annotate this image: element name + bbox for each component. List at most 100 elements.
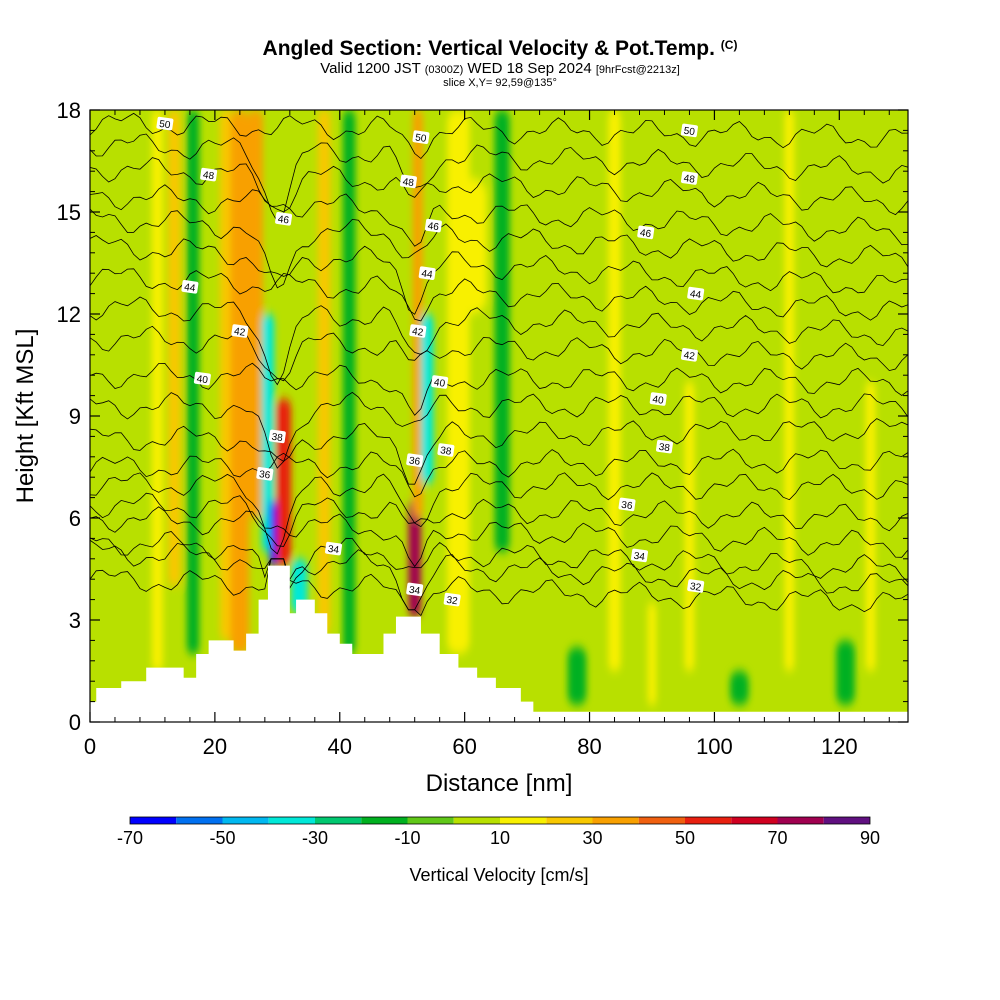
velocity-band bbox=[420, 314, 434, 484]
colorbar-swatch bbox=[685, 817, 732, 824]
contour-label-bg bbox=[437, 443, 455, 457]
velocity-band bbox=[412, 110, 423, 518]
x-tick-label: 20 bbox=[203, 734, 227, 759]
colorbar-tick-label: -70 bbox=[117, 828, 143, 848]
terrain-profile bbox=[90, 565, 908, 722]
contour-label: 48 bbox=[202, 170, 215, 183]
valid-zulu: (0300Z) bbox=[424, 64, 464, 76]
valid-date: WED 18 Sep 2024 bbox=[467, 60, 592, 77]
colorbar: -70 -50 -30 -10 10 30 50 70 90 bbox=[117, 816, 880, 848]
colorbar-tick-label: 10 bbox=[490, 828, 510, 848]
velocity-band bbox=[784, 110, 795, 671]
valid-prefix: Valid 1200 JST bbox=[320, 60, 421, 77]
colorbar-tick-label: -50 bbox=[209, 828, 235, 848]
title-unit: (C) bbox=[720, 38, 738, 52]
colorbar-tick-label: -10 bbox=[394, 828, 420, 848]
colorbar-swatch bbox=[500, 817, 547, 824]
colorbar-swatch bbox=[130, 817, 177, 824]
colorbar-swatch bbox=[592, 817, 639, 824]
contour-label: 50 bbox=[158, 119, 171, 132]
contour-label-bg bbox=[431, 375, 449, 389]
forecast-info: [9hrFcst@2213z] bbox=[595, 64, 680, 76]
velocity-band bbox=[836, 640, 855, 705]
y-tick-label: 3 bbox=[69, 608, 81, 633]
y-tick-label: 12 bbox=[57, 302, 81, 327]
velocity-band bbox=[455, 178, 487, 314]
y-axis-label: Height [Kft MSL] bbox=[12, 329, 39, 504]
y-tick-label: 6 bbox=[69, 506, 81, 531]
contour-label: 46 bbox=[639, 228, 652, 241]
contour-line bbox=[90, 418, 908, 485]
y-tick-label: 0 bbox=[69, 710, 81, 735]
x-tick-label: 120 bbox=[821, 734, 858, 759]
velocity-band bbox=[730, 671, 749, 705]
velocity-band bbox=[151, 110, 164, 671]
velocity-band bbox=[168, 110, 181, 586]
contour-label: 32 bbox=[446, 595, 459, 608]
velocity-band bbox=[261, 314, 275, 552]
contour-label: 46 bbox=[277, 214, 290, 227]
colorbar-swatch bbox=[823, 817, 870, 824]
contour-label: 36 bbox=[258, 469, 271, 482]
velocity-band bbox=[608, 110, 621, 671]
contour-line bbox=[90, 208, 908, 289]
contour-line bbox=[90, 184, 908, 247]
contour-label-bg bbox=[680, 171, 698, 185]
contour-label: 44 bbox=[421, 268, 434, 281]
contour-label-bg bbox=[687, 286, 705, 301]
colorbar-swatch bbox=[731, 817, 778, 824]
colorbar-swatch bbox=[315, 817, 362, 824]
y-tick-label: 18 bbox=[57, 98, 81, 123]
y-tick-label: 9 bbox=[69, 404, 81, 429]
contour-label-bg bbox=[618, 497, 636, 512]
contour-label-bg bbox=[275, 212, 293, 226]
potential-temperature-contours bbox=[90, 112, 908, 617]
contour-label: 42 bbox=[683, 350, 696, 363]
slice-info: slice X,Y= 92,59@135° bbox=[443, 77, 557, 89]
contour-label-bg bbox=[193, 371, 211, 386]
contour-line bbox=[90, 448, 908, 498]
contour-label: 44 bbox=[183, 282, 196, 295]
contour-line bbox=[90, 558, 908, 617]
contour-label-bg bbox=[156, 116, 174, 131]
velocity-band bbox=[647, 603, 657, 705]
velocity-band bbox=[276, 399, 292, 566]
contour-label-bg bbox=[630, 548, 648, 563]
colorbar-frame bbox=[129, 816, 871, 825]
contour-label: 36 bbox=[621, 500, 634, 513]
contour-label-bg bbox=[256, 467, 274, 481]
x-axis-label: Distance [nm] bbox=[426, 770, 573, 797]
contour-label: 40 bbox=[196, 374, 209, 387]
contour-label: 44 bbox=[689, 289, 702, 302]
colorbar-swatch bbox=[453, 817, 500, 824]
x-tick-label: 40 bbox=[328, 734, 352, 759]
x-tick-label: 100 bbox=[696, 734, 733, 759]
velocity-band bbox=[684, 382, 695, 671]
contour-label-bg bbox=[268, 429, 286, 444]
y-tick-label: 15 bbox=[57, 200, 81, 225]
contour-label: 46 bbox=[427, 221, 440, 234]
contour-label-bg bbox=[649, 392, 667, 406]
contour-label-bg bbox=[680, 123, 698, 138]
colorbar-tick-label: 70 bbox=[767, 828, 787, 848]
contour-label: 32 bbox=[689, 581, 702, 594]
contour-line bbox=[90, 133, 908, 223]
contour-label: 50 bbox=[414, 132, 427, 145]
contour-label-bg bbox=[418, 266, 436, 280]
contour-label: 38 bbox=[271, 432, 284, 445]
velocity-band bbox=[408, 501, 421, 617]
velocity-band bbox=[247, 110, 263, 518]
contour-label: 36 bbox=[408, 455, 421, 468]
contour-label-bg bbox=[399, 174, 417, 189]
colorbar-swatch bbox=[546, 817, 593, 824]
colorbar-swatch bbox=[176, 817, 223, 824]
contour-label: 42 bbox=[411, 326, 424, 339]
velocity-band bbox=[342, 110, 356, 654]
contour-label: 40 bbox=[652, 394, 665, 407]
contour-label: 34 bbox=[327, 544, 340, 557]
contour-label-bg bbox=[325, 541, 343, 556]
contour-line bbox=[90, 492, 908, 547]
contour-label-bg bbox=[655, 439, 673, 454]
